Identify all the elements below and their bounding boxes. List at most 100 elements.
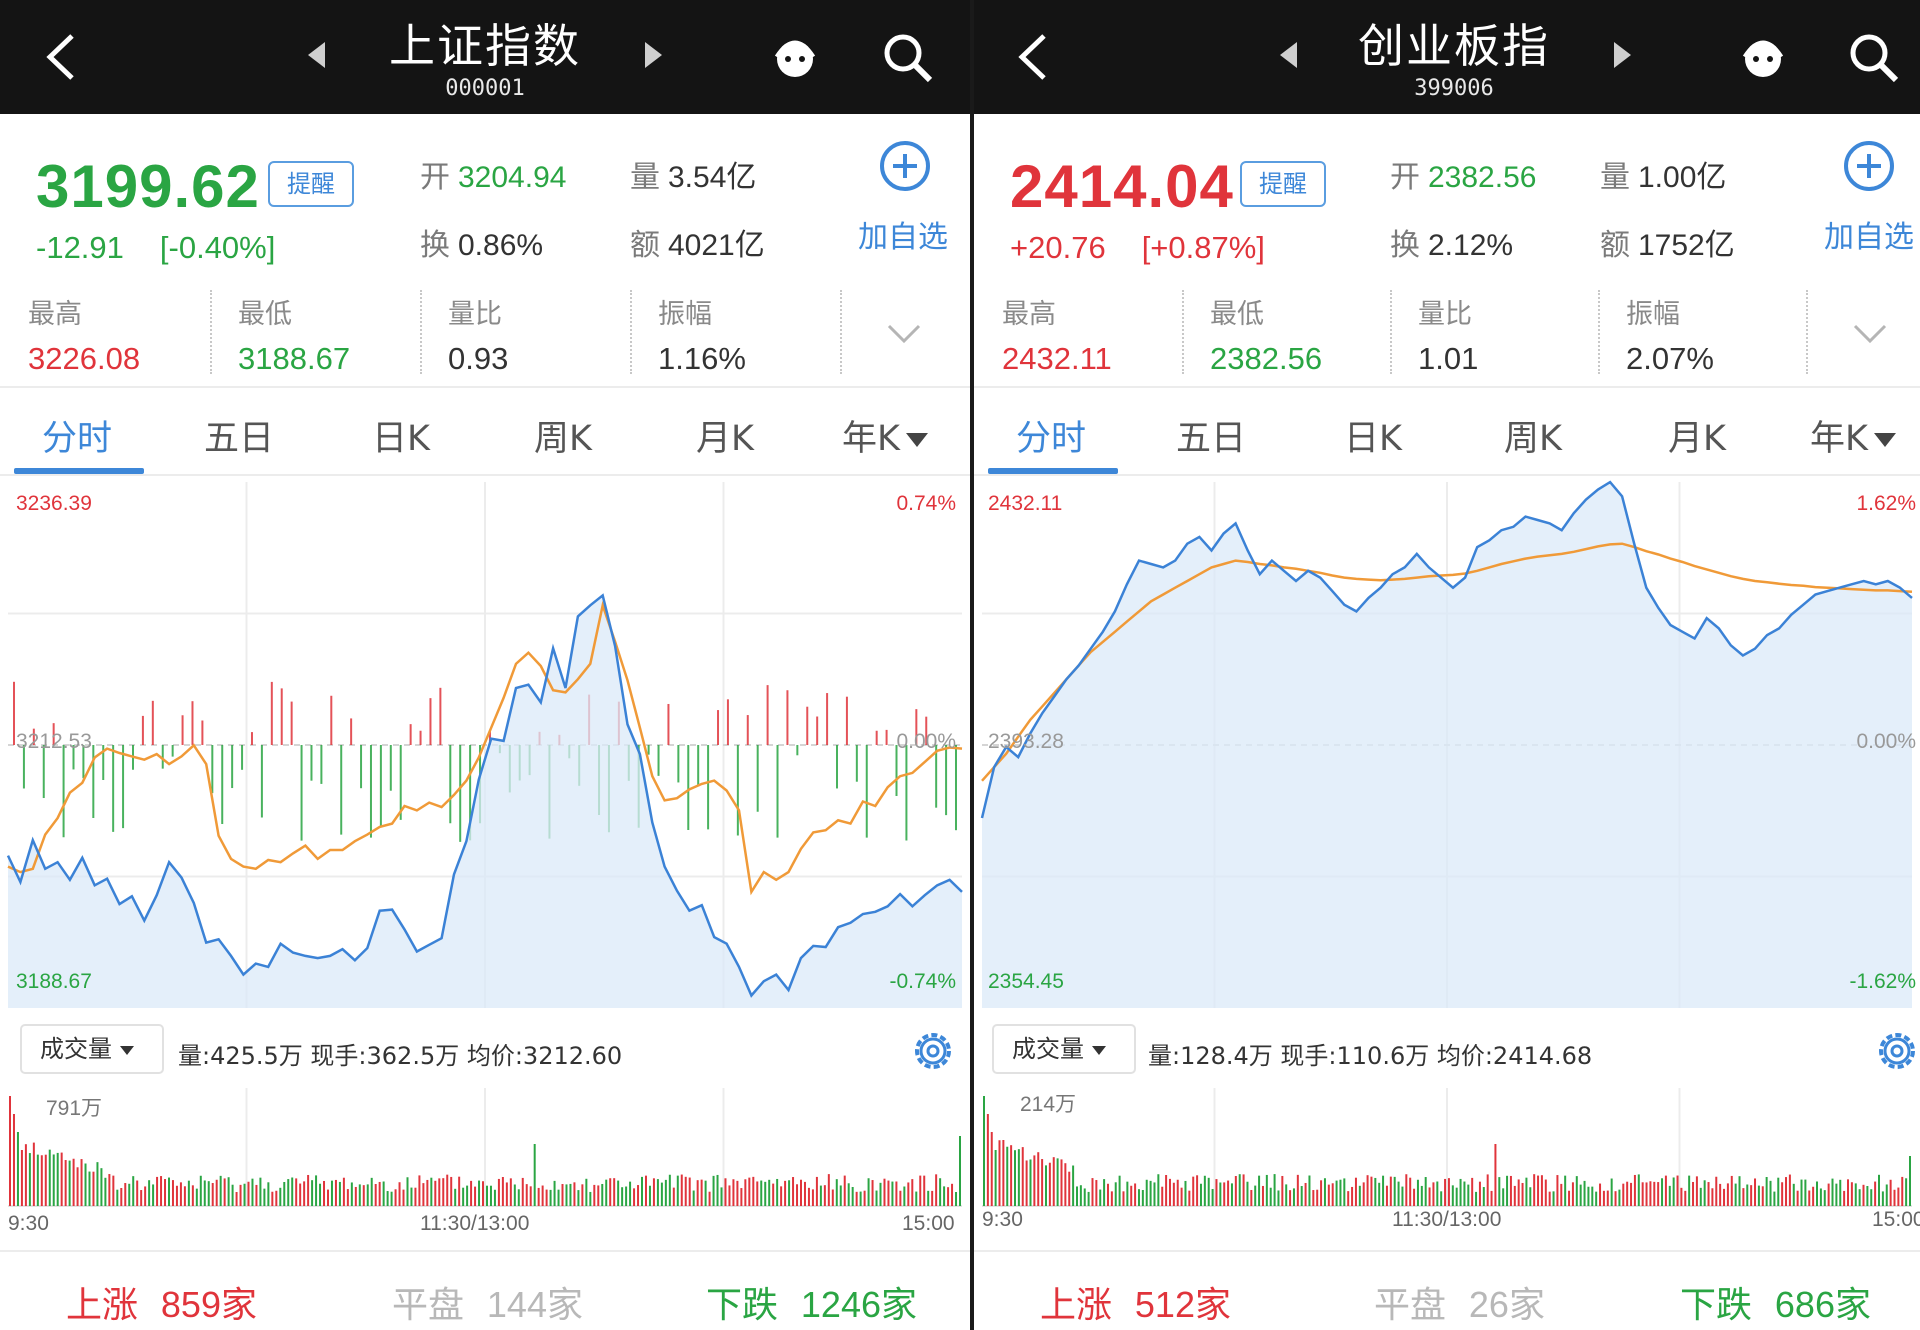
tab-five-day[interactable]: 五日 [1176, 419, 1247, 459]
add-watchlist-button[interactable]: 加自选 [858, 220, 948, 255]
intraday-chart-svg [980, 480, 1913, 1009]
customer-service-icon[interactable] [770, 33, 820, 83]
advancers: 上涨 512家 [1040, 1276, 1231, 1328]
divider [0, 474, 970, 476]
search-icon[interactable] [880, 30, 936, 86]
amount: 额 1752亿 [1600, 220, 1735, 264]
price-alert-button[interactable]: 提醒 [1240, 161, 1326, 207]
change-value: +20.76 [1010, 230, 1106, 265]
gear-icon[interactable] [1872, 1026, 1920, 1076]
volume-info: 量:425.5万 现手:362.5万 均价:3212.60 [178, 1042, 623, 1070]
chevron-down-icon[interactable] [1852, 322, 1888, 346]
y-axis-zero-percent: 0.00% [1856, 730, 1916, 753]
decliners: 下跌 1246家 [706, 1276, 917, 1328]
customer-service-icon[interactable] [1738, 33, 1788, 83]
indicator-select-label: 成交量 [1012, 1035, 1084, 1063]
divider [974, 386, 1920, 388]
y-axis-max-label: 2432.11 [988, 492, 1063, 515]
decliners-label: 下跌 [706, 1285, 779, 1326]
divider [630, 290, 632, 374]
search-icon[interactable] [1846, 30, 1902, 86]
decliners-count: 1246家 [800, 1284, 917, 1325]
change-value: -12.91 [36, 230, 124, 265]
divider [840, 290, 842, 374]
dropdown-triangle-icon [1092, 1045, 1106, 1055]
average-price-line [981, 542, 1913, 782]
volume-info: 量:128.4万 现手:110.6万 均价:2414.68 [1148, 1042, 1593, 1070]
y-axis-max-percent: 0.74% [896, 492, 956, 515]
advancers-count: 859家 [160, 1284, 257, 1325]
y-axis-max-label: 3236.39 [16, 492, 92, 515]
tab-weekly-k[interactable]: 周K [1504, 419, 1562, 459]
intraday-chart[interactable]: 2432.11 1.62% 2393.28 0.00% 2354.45 -1.6… [974, 476, 1920, 1014]
y-axis-min-percent: -1.62% [1849, 970, 1916, 993]
price-alert-button[interactable]: 提醒 [268, 161, 354, 207]
tab-yearly-k[interactable]: 年K [1810, 410, 1896, 461]
stat-value: 3226.08 [28, 341, 141, 376]
tab-label: 年K [1810, 419, 1868, 459]
tab-daily-k[interactable]: 日K [372, 419, 430, 459]
stat-high: 最高 2432.11 [1002, 292, 1152, 377]
index-title: 上证指数 [389, 19, 581, 73]
period-tabs: 分时 五日 日K 周K 月K 年K [974, 388, 1920, 476]
open-value: 2382.56 [1428, 161, 1537, 194]
index-code: 399006 [1414, 76, 1494, 101]
add-watchlist-icon[interactable] [878, 139, 932, 193]
price-area-fill [8, 595, 962, 1008]
turnover-rate: 换 2.12% [1390, 220, 1513, 264]
tab-weekly-k[interactable]: 周K [534, 419, 592, 459]
add-watchlist-icon[interactable] [1842, 139, 1896, 193]
stat-label: 振幅 [1626, 299, 1680, 330]
volume-value: 1.00亿 [1638, 161, 1727, 194]
stat-amplitude: 振幅 2.07% [1626, 292, 1776, 377]
change-percent: [+0.87%] [1141, 230, 1265, 265]
back-arrow-icon[interactable] [1010, 30, 1062, 84]
volume-label: 量 [1600, 160, 1630, 195]
gear-icon[interactable] [908, 1026, 958, 1076]
amount-value: 1752亿 [1638, 229, 1735, 262]
turnover-label: 换 [1390, 228, 1420, 263]
volume-max-label: 791万 [46, 1097, 103, 1120]
stat-volume-ratio: 量比 1.01 [1418, 292, 1568, 377]
prev-index-arrow-icon[interactable] [1280, 42, 1297, 68]
intraday-chart[interactable]: 3236.39 0.74% 3212.53 0.00% 3188.67 -0.7… [0, 476, 970, 1014]
stat-volume-ratio: 量比 0.93 [448, 292, 598, 377]
tab-daily-k[interactable]: 日K [1344, 419, 1402, 459]
open-label: 开 [1390, 160, 1420, 195]
divider [420, 290, 422, 374]
stat-label: 最高 [28, 299, 82, 330]
chevron-down-icon[interactable] [886, 322, 922, 346]
tab-monthly-k[interactable]: 月K [1668, 419, 1726, 459]
dropdown-triangle-icon [120, 1045, 134, 1055]
volume-toolbar: 成交量 量:128.4万 现手:110.6万 均价:2414.68 [974, 1014, 1920, 1084]
time-axis-mid: 11:30/13:00 [1392, 1208, 1502, 1231]
advancers-count: 512家 [1134, 1284, 1231, 1325]
open-value: 3204.94 [458, 161, 567, 194]
indicator-select[interactable]: 成交量 [992, 1024, 1136, 1074]
unchanged-label: 平盘 [392, 1285, 465, 1326]
back-arrow-icon[interactable] [38, 30, 90, 84]
next-index-arrow-icon[interactable] [1614, 42, 1631, 68]
volume-toolbar: 成交量 量:425.5万 现手:362.5万 均价:3212.60 [0, 1014, 970, 1084]
add-watchlist-button[interactable]: 加自选 [1824, 220, 1914, 255]
price-line [980, 480, 1913, 819]
indicator-select[interactable]: 成交量 [20, 1024, 164, 1074]
y-axis-min-label: 2354.45 [988, 970, 1064, 993]
prev-index-arrow-icon[interactable] [308, 42, 325, 68]
stat-label: 最高 [1002, 299, 1056, 330]
divider [1390, 290, 1392, 374]
advancers-label: 上涨 [1040, 1285, 1113, 1326]
stat-value: 1.16% [658, 341, 746, 376]
tab-five-day[interactable]: 五日 [204, 419, 275, 459]
next-index-arrow-icon[interactable] [645, 42, 662, 68]
tab-intraday[interactable]: 分时 [1016, 419, 1087, 459]
open-price: 开 3204.94 [420, 152, 566, 196]
indicator-select-label: 成交量 [40, 1035, 112, 1063]
tab-yearly-k[interactable]: 年K [842, 410, 928, 461]
tab-intraday[interactable]: 分时 [42, 419, 113, 459]
stat-amplitude: 振幅 1.16% [658, 292, 808, 377]
tab-monthly-k[interactable]: 月K [696, 419, 754, 459]
volume: 量 1.00亿 [1600, 152, 1726, 196]
unchanged: 平盘 26家 [1374, 1276, 1545, 1328]
